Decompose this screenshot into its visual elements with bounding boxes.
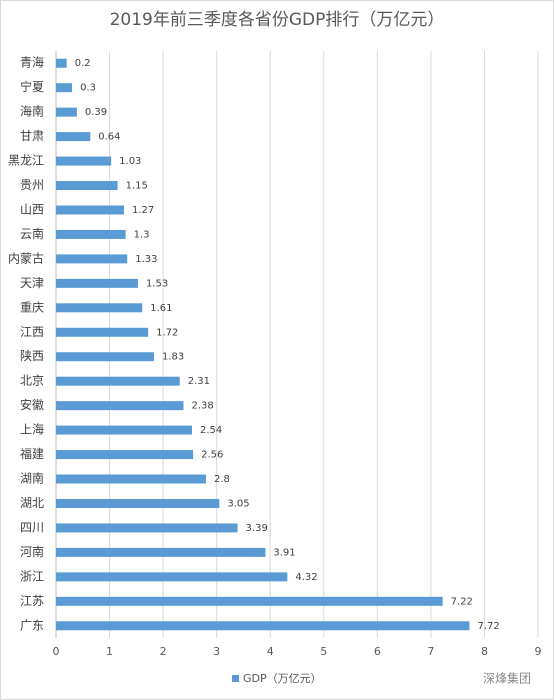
y-tick-label: 内蒙古 [8,250,44,265]
value-label: 0.3 [80,83,96,94]
y-tick-label: 安徽 [20,397,44,412]
legend-swatch [232,675,239,682]
y-tick-label: 广东 [20,618,44,632]
value-label: 2.54 [200,425,222,436]
bar [56,376,180,386]
y-tick-label: 云南 [20,226,44,241]
value-label: 1.15 [126,181,148,192]
y-tick-label: 重庆 [20,300,44,314]
value-label: 2.38 [191,401,213,412]
value-label: 1.53 [146,278,168,289]
y-tick-label: 北京 [20,374,44,388]
bar [56,58,67,68]
bar [56,523,238,533]
bar [56,621,470,631]
bar [56,401,184,411]
value-label: 3.91 [273,547,295,558]
bar [56,547,266,557]
value-label: 3.05 [227,498,249,509]
bar [56,229,126,239]
x-tick-label: 4 [267,645,274,658]
y-tick-label: 福建 [20,446,44,461]
value-label: 1.33 [135,254,157,265]
value-label: 0.64 [98,132,120,143]
x-tick-label: 1 [106,645,113,658]
bar [56,596,443,606]
value-label: 1.83 [162,352,184,363]
bar [56,181,118,191]
value-label: 1.27 [132,205,154,216]
x-tick-label: 7 [427,645,434,658]
y-tick-label: 四川 [20,520,44,534]
bar [56,205,125,215]
y-tick-label: 黑龙江 [8,154,44,168]
y-tick-label: 海南 [20,104,44,119]
y-tick-label: 江西 [20,325,44,339]
value-label: 1.3 [134,229,150,240]
watermark: 深烽集团 [483,671,531,686]
bar [56,303,143,313]
bar [56,327,149,337]
value-label: 0.39 [85,107,107,118]
bar [56,83,73,93]
y-tick-label: 湖北 [20,495,44,510]
value-label: 3.39 [246,523,268,534]
bar [56,425,193,435]
bar [56,156,112,166]
value-label: 1.61 [150,303,172,314]
bar [56,278,138,288]
value-label: 1.03 [119,156,141,167]
y-tick-label: 山西 [20,202,44,216]
y-tick-label: 青海 [20,55,44,70]
bar [56,450,194,460]
x-tick-label: 2 [160,645,167,658]
value-label: 2.8 [214,474,230,485]
bar [56,132,91,142]
y-tick-label: 甘肃 [20,129,44,143]
value-label: 1.72 [156,327,178,338]
bar [56,572,288,582]
y-tick-label: 天津 [20,276,44,290]
value-label: 7.22 [451,596,473,607]
y-tick-label: 湖南 [20,471,44,486]
x-tick-label: 0 [53,645,60,658]
bar [56,107,77,117]
y-tick-label: 陕西 [20,348,44,363]
legend-label: GDP（万亿元） [243,672,322,685]
value-label: 7.72 [477,621,499,632]
x-tick-label: 6 [374,645,381,658]
bar [56,498,220,508]
bar [56,254,128,264]
bar [56,474,206,484]
x-tick-label: 5 [320,645,327,658]
x-tick-label: 9 [535,645,542,658]
y-tick-label: 河南 [20,544,44,559]
chart-title: 2019年前三季度各省份GDP排行（万亿元） [110,10,445,30]
y-tick-label: 贵州 [20,178,44,192]
value-label: 2.31 [188,376,210,387]
bar [56,352,155,362]
y-tick-label: 上海 [20,422,44,437]
value-label: 4.32 [295,572,317,583]
value-label: 0.2 [75,58,91,69]
x-tick-label: 3 [213,645,220,658]
x-tick-label: 8 [481,645,488,658]
value-label: 2.56 [201,450,223,461]
y-tick-label: 浙江 [20,569,44,583]
y-tick-label: 宁夏 [20,79,44,94]
y-tick-label: 江苏 [20,594,44,608]
